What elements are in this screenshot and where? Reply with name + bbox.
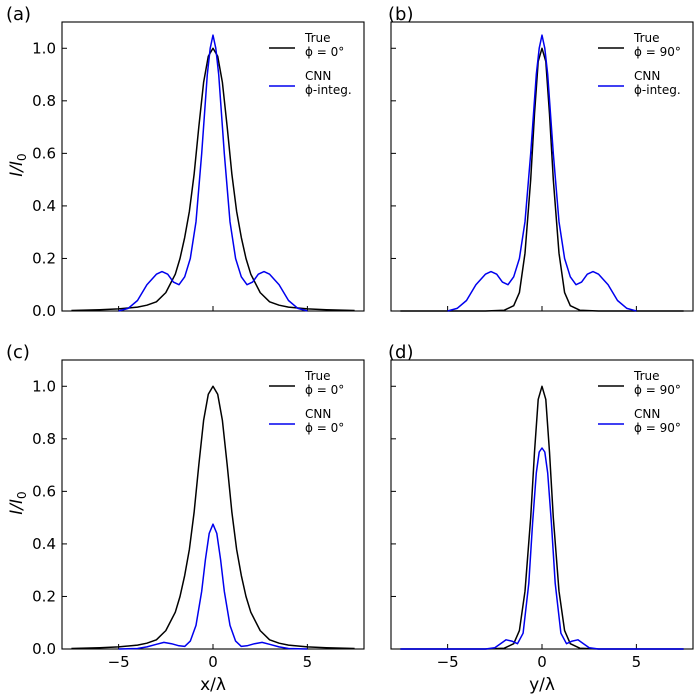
legend-entry-name: True: [633, 369, 660, 383]
plot-frame: [61, 359, 365, 650]
panel-label: (d): [388, 342, 413, 363]
legend-entry-detail: ϕ = 90°: [634, 45, 681, 59]
legend-entry-name: True: [633, 31, 660, 45]
x-tick-label: −5: [437, 653, 459, 671]
y-tick-label: 0.6: [32, 482, 56, 500]
legend-entry-detail: ϕ-integ.: [305, 83, 352, 97]
x-tick-label: 0: [208, 653, 218, 671]
legend-entry-detail: ϕ = 0°: [305, 45, 344, 59]
series-line-cnn: [118, 34, 308, 312]
y-axis-label-top: I/I0: [7, 153, 29, 176]
series-line-cnn: [118, 523, 308, 650]
y-tick-label: 0.0: [32, 302, 56, 320]
plot-frame: [61, 21, 365, 312]
legend-entry-detail: ϕ-integ.: [634, 83, 681, 97]
legend-entry-name: CNN: [305, 69, 331, 83]
y-tick-label: 0.8: [32, 92, 56, 110]
y-tick-label: 0.4: [32, 535, 56, 553]
legend-entry-detail: ϕ = 90°: [634, 383, 681, 397]
y-tick-label: 0.0: [32, 640, 56, 658]
legend-entry-name: True: [304, 31, 331, 45]
legend-entry-detail: ϕ = 90°: [634, 421, 681, 435]
x-tick-label: 5: [303, 653, 313, 671]
series-line-cnn: [447, 34, 637, 312]
legend-entry-detail: ϕ = 0°: [305, 383, 344, 397]
y-tick-label: 0.2: [32, 587, 56, 605]
x-tick-label: −5: [108, 653, 130, 671]
y-tick-label: 0.6: [32, 144, 56, 162]
y-tick-label: 1.0: [32, 377, 56, 395]
y-axis-label-bottom: I/I0: [7, 491, 29, 514]
series-line-true: [71, 47, 355, 312]
x-axis-label-right: y/λ: [529, 675, 555, 695]
legend-entry-detail: ϕ = 0°: [305, 421, 344, 435]
plot-frame: [390, 359, 694, 650]
y-tick-label: 0.4: [32, 197, 56, 215]
x-axis-label-left: x/λ: [200, 675, 226, 695]
series-line-cnn: [400, 447, 684, 650]
y-tick-label: 0.2: [32, 249, 56, 267]
y-tick-label: 1.0: [32, 39, 56, 57]
panel-label: (a): [6, 4, 31, 25]
series-line-true: [71, 385, 355, 650]
legend-entry-name: CNN: [634, 407, 660, 421]
panel-label: (b): [388, 4, 413, 25]
panel-label: (c): [6, 342, 30, 363]
legend-entry-name: CNN: [305, 407, 331, 421]
x-tick-label: 0: [537, 653, 547, 671]
series-line-true: [400, 47, 684, 312]
legend-entry-name: True: [304, 369, 331, 383]
series-line-true: [400, 385, 684, 650]
x-tick-label: 5: [632, 653, 642, 671]
y-tick-label: 0.8: [32, 430, 56, 448]
legend-entry-name: CNN: [634, 69, 660, 83]
plot-frame: [390, 21, 694, 312]
